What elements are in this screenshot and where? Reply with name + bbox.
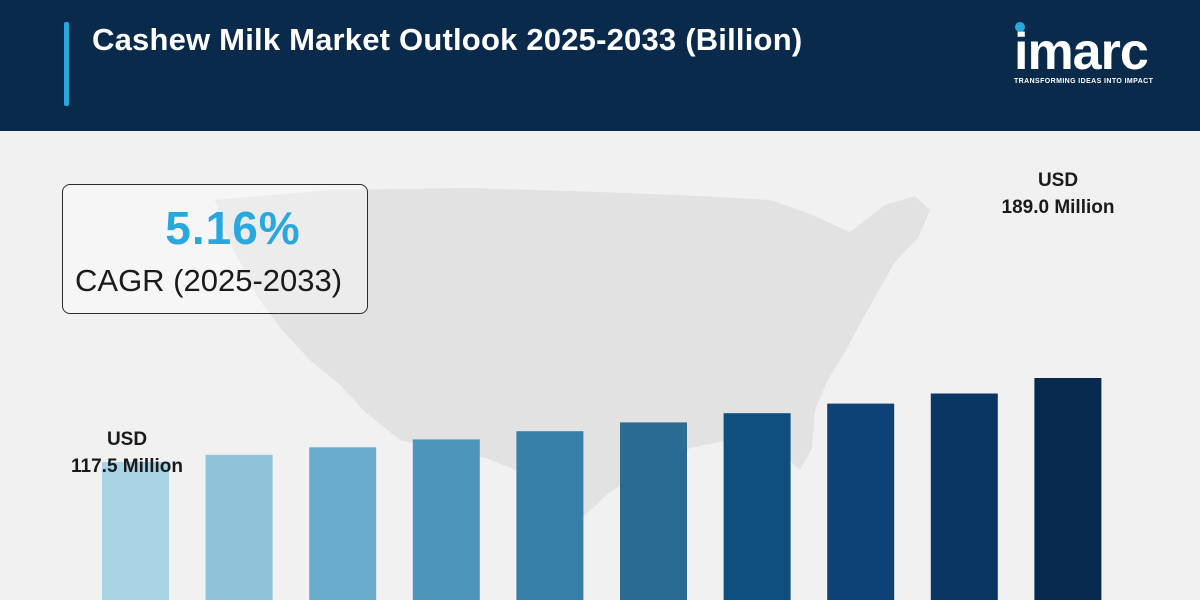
cagr-label: CAGR (2025-2033): [75, 263, 343, 298]
last-bar-amount: 189.0 Million: [1001, 197, 1115, 218]
bar-7: [723, 413, 791, 600]
bar-1: [102, 462, 169, 600]
header-banner: Cashew Milk Market Outlook 2025-2033 (Bi…: [0, 0, 1200, 131]
title-accent-bar: [64, 22, 69, 106]
page-title: Cashew Milk Market Outlook 2025-2033 (Bi…: [92, 22, 803, 57]
usa-map-watermark-icon: [215, 188, 930, 520]
logo-tagline: TRANSFORMING IDEAS INTO IMPACT: [1014, 78, 1154, 85]
bar-chart: [102, 378, 1102, 600]
cagr-value: 5.16%: [165, 202, 301, 254]
cagr-box: 5.16% CAGR (2025-2033): [62, 184, 368, 314]
last-bar-currency: USD: [1037, 170, 1079, 191]
bar-8: [827, 403, 895, 600]
first-bar-value-label: USD 117.5 Million: [62, 426, 192, 480]
bar-6: [620, 422, 687, 600]
bar-3: [309, 447, 377, 600]
logo-dot-icon: [1015, 22, 1025, 32]
bar-2: [205, 454, 273, 600]
logo-wordmark: imarc: [1014, 23, 1149, 81]
imarc-logo: imarc TRANSFORMING IDEAS INTO IMPACT: [1010, 18, 1170, 94]
last-bar-value-label: USD 189.0 Million: [988, 167, 1128, 221]
first-bar-currency: USD: [106, 429, 148, 450]
bar-9: [930, 393, 998, 600]
bar-5: [516, 431, 584, 600]
bar-4: [412, 439, 480, 600]
bar-10: [1034, 378, 1102, 600]
first-bar-amount: 117.5 Million: [71, 456, 183, 477]
